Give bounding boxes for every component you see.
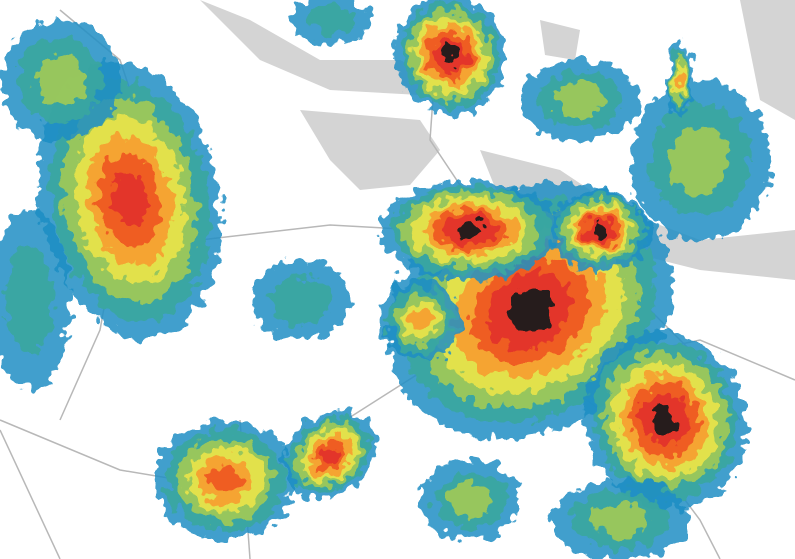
heat-zone xyxy=(208,466,242,494)
lake xyxy=(740,0,795,120)
heat-zone xyxy=(554,82,606,118)
heat-zone xyxy=(6,246,54,354)
heat-zone xyxy=(270,276,330,324)
heat-zone xyxy=(441,44,459,66)
heat-zone xyxy=(676,69,684,91)
heat-zone xyxy=(590,502,650,538)
heat-zone xyxy=(306,5,354,35)
heat-zone xyxy=(320,446,340,464)
heat-zone xyxy=(457,221,483,239)
pond xyxy=(540,20,580,60)
harbor xyxy=(300,110,440,190)
road xyxy=(0,429,61,559)
heat-zone xyxy=(448,482,492,518)
canal xyxy=(200,0,440,95)
heat-zone xyxy=(34,54,86,106)
heat-zone xyxy=(409,309,431,331)
heat-zone xyxy=(111,172,149,228)
heat-zone xyxy=(670,125,730,195)
heat-zone xyxy=(508,288,552,332)
heat-zone xyxy=(653,404,677,436)
heat-zone xyxy=(592,222,608,238)
heat-layer xyxy=(0,0,770,559)
